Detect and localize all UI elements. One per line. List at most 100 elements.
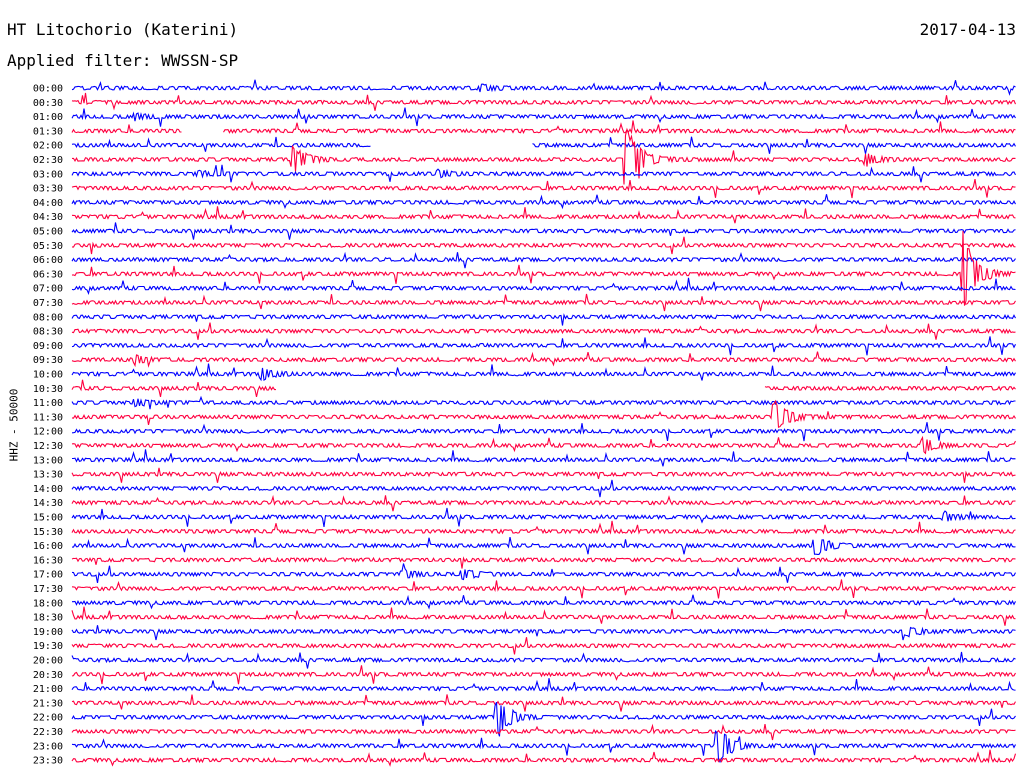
trace-line bbox=[71, 351, 1016, 368]
time-label: 22:30 bbox=[33, 727, 63, 738]
trace-line bbox=[71, 379, 1016, 398]
time-label: 14:30 bbox=[33, 498, 63, 509]
trace-line bbox=[71, 579, 1016, 599]
time-label: 17:00 bbox=[33, 570, 63, 581]
trace-line bbox=[71, 730, 1016, 764]
time-label: 17:30 bbox=[33, 584, 63, 595]
time-label: 19:30 bbox=[33, 641, 63, 652]
trace-line bbox=[71, 494, 1016, 512]
trace-line bbox=[71, 749, 1017, 767]
trace-line bbox=[71, 467, 1016, 483]
time-label: 13:30 bbox=[33, 470, 63, 481]
time-label: 11:00 bbox=[33, 398, 63, 409]
time-label: 10:00 bbox=[33, 370, 63, 381]
trace-line bbox=[71, 637, 1016, 655]
trace-line bbox=[71, 723, 1016, 741]
time-labels: 00:00 00:30 01:00 01:30 02:00 02:30 03:00 03:30… bbox=[33, 84, 63, 767]
time-label: 04:00 bbox=[33, 198, 63, 209]
time-label: 01:00 bbox=[33, 112, 63, 123]
trace-line bbox=[71, 694, 1016, 712]
trace-line bbox=[71, 701, 1016, 737]
time-label: 08:30 bbox=[33, 327, 63, 338]
time-label: 05:30 bbox=[33, 241, 63, 252]
time-label: 09:30 bbox=[33, 355, 63, 366]
time-label: 16:30 bbox=[33, 555, 63, 566]
time-label: 06:30 bbox=[33, 269, 63, 280]
time-label: 07:30 bbox=[33, 298, 63, 309]
time-label: 12:30 bbox=[33, 441, 63, 452]
trace-line bbox=[71, 236, 1016, 255]
time-label: 01:30 bbox=[33, 126, 63, 137]
trace-line bbox=[71, 164, 1016, 183]
time-label: 15:00 bbox=[33, 513, 63, 524]
trace-line bbox=[71, 120, 1016, 135]
time-label: 02:00 bbox=[33, 141, 63, 152]
time-label: 20:30 bbox=[33, 670, 63, 681]
time-label: 21:30 bbox=[33, 698, 63, 709]
time-label: 22:00 bbox=[33, 713, 63, 724]
time-label: 12:00 bbox=[33, 427, 63, 438]
trace-line bbox=[71, 178, 1016, 199]
time-label: 08:00 bbox=[33, 312, 63, 323]
trace-line bbox=[71, 507, 1016, 527]
trace-line bbox=[71, 79, 1016, 96]
trace-line bbox=[71, 136, 1016, 154]
time-label: 04:30 bbox=[33, 212, 63, 223]
trace-line bbox=[72, 536, 1016, 555]
trace-line bbox=[71, 435, 1016, 455]
trace-line bbox=[71, 399, 1016, 428]
trace-line bbox=[71, 678, 1016, 692]
trace-line bbox=[71, 651, 1016, 669]
trace-line bbox=[71, 625, 1016, 641]
trace-line bbox=[71, 277, 1016, 295]
trace-line bbox=[71, 194, 1016, 210]
trace-line bbox=[71, 230, 1016, 306]
time-label: 21:00 bbox=[33, 684, 63, 695]
time-label: 23:00 bbox=[33, 741, 63, 752]
time-label: 16:00 bbox=[33, 541, 63, 552]
time-label: 06:00 bbox=[33, 255, 63, 266]
trace-line bbox=[71, 222, 1016, 240]
trace-line bbox=[71, 336, 1016, 356]
trace-line bbox=[71, 556, 1016, 569]
time-label: 19:00 bbox=[33, 627, 63, 638]
time-label: 03:00 bbox=[33, 169, 63, 180]
trace-line bbox=[71, 293, 1016, 312]
trace-line bbox=[72, 594, 1016, 610]
trace-line bbox=[71, 322, 1016, 340]
trace-line bbox=[71, 520, 1016, 535]
trace-line bbox=[71, 251, 1016, 269]
filter-label: Applied filter: WWSSN-SP bbox=[7, 51, 239, 70]
time-label: 00:00 bbox=[33, 84, 63, 95]
time-label: 13:00 bbox=[33, 455, 63, 466]
time-label: 11:30 bbox=[33, 412, 63, 423]
time-label: 05:00 bbox=[33, 227, 63, 238]
trace-line bbox=[71, 422, 1016, 442]
time-label: 07:00 bbox=[33, 284, 63, 295]
trace-line bbox=[71, 107, 1016, 127]
time-label: 00:30 bbox=[33, 98, 63, 109]
trace-line bbox=[71, 606, 1016, 626]
trace-line bbox=[71, 665, 1016, 685]
time-label: 23:30 bbox=[33, 756, 63, 767]
time-label: 15:30 bbox=[33, 527, 63, 538]
time-label: 14:00 bbox=[33, 484, 63, 495]
time-label: 18:30 bbox=[33, 613, 63, 624]
time-label: 09:00 bbox=[33, 341, 63, 352]
trace-line bbox=[72, 127, 1016, 185]
trace-line bbox=[71, 479, 1016, 498]
time-label: 18:00 bbox=[33, 598, 63, 609]
trace-line bbox=[71, 563, 1016, 584]
time-label: 10:30 bbox=[33, 384, 63, 395]
station-title: HT Litochorio (Katerini) bbox=[7, 20, 239, 39]
trace-line bbox=[71, 206, 1016, 224]
trace-line bbox=[71, 363, 1016, 382]
trace-line bbox=[71, 313, 1016, 326]
time-label: 20:00 bbox=[33, 656, 63, 667]
plot-date: 2017-04-13 bbox=[919, 20, 1016, 39]
seismic-traces bbox=[71, 79, 1017, 767]
trace-line bbox=[71, 92, 1017, 111]
time-label: 02:30 bbox=[33, 155, 63, 166]
time-label: 03:30 bbox=[33, 184, 63, 195]
